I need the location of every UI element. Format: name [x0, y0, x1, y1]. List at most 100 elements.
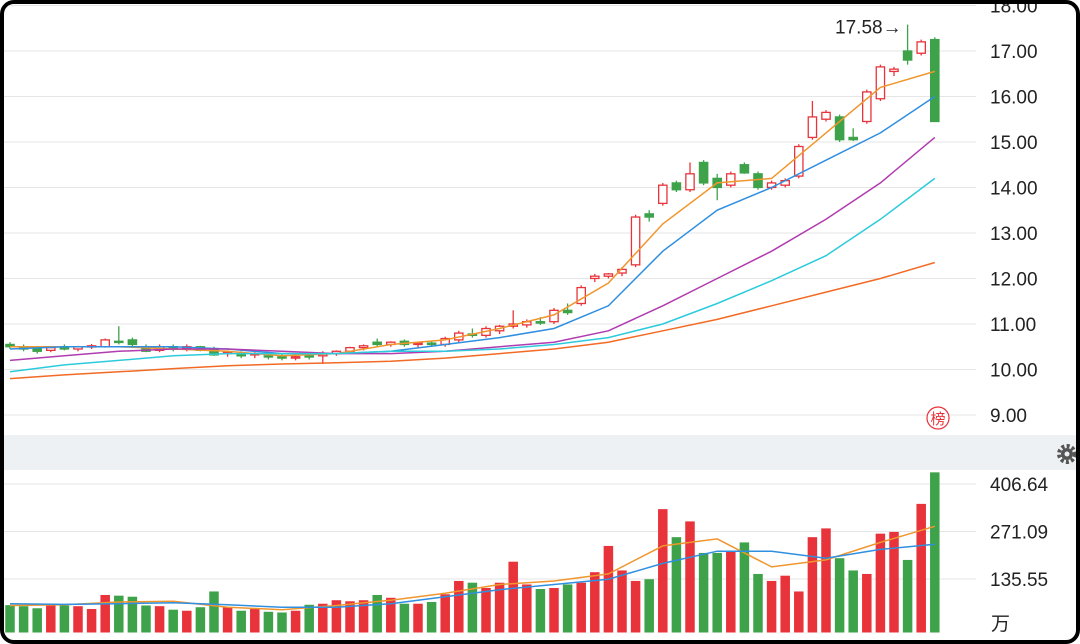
candle-body: [930, 38, 940, 123]
volume-bar: [440, 594, 450, 633]
volume-bar: [590, 572, 600, 633]
volume-bar: [209, 591, 219, 633]
candle-body: [875, 66, 886, 100]
candle-body: [290, 356, 301, 359]
volume-bar: [127, 596, 138, 633]
candle-body: [127, 339, 138, 346]
grid: [4, 4, 976, 580]
y-tick-label: 17.00: [990, 42, 1038, 63]
volume-bar: [114, 595, 124, 633]
candle-body: [889, 68, 899, 73]
candle-body: [821, 111, 831, 120]
candle-body: [698, 161, 709, 184]
volume-bar: [182, 610, 192, 633]
volume-bar: [277, 612, 287, 633]
candle-body: [59, 346, 70, 350]
volume-bar: [712, 552, 722, 633]
volume-bar: [481, 587, 491, 633]
volume-bar: [154, 606, 165, 633]
candle-body: [277, 356, 287, 359]
volume-ma-line: [9, 525, 936, 611]
volume-bar: [372, 594, 382, 633]
volume-bar: [86, 608, 97, 633]
volume-bar: [617, 570, 627, 633]
candle-body: [358, 345, 369, 349]
volume-bar: [562, 584, 573, 633]
volume-bar: [386, 597, 396, 633]
candle-body: [834, 116, 845, 141]
volume-bar: [902, 559, 913, 633]
volume-bar: [780, 575, 790, 633]
volume-bar: [522, 584, 532, 633]
volume-bar: [698, 552, 709, 633]
volume-bar: [59, 605, 70, 633]
ma-line: [9, 261, 936, 380]
candle-body: [739, 164, 750, 174]
gear-hole: [1064, 451, 1070, 457]
volume-bar: [358, 600, 369, 633]
volume-tick-label: 406.64: [990, 475, 1049, 496]
volume-bar: [73, 606, 83, 633]
candle-body: [535, 321, 546, 324]
volume-bar: [834, 558, 845, 633]
candle-body: [685, 173, 695, 191]
y-tick-label: 16.00: [990, 87, 1038, 108]
candle-body: [304, 355, 314, 358]
volume-bar: [413, 603, 423, 633]
candle-body: [916, 41, 926, 54]
volume-bar: [753, 573, 763, 633]
volume-bar: [535, 589, 546, 633]
volume-bar: [426, 601, 437, 633]
volume-bar: [671, 537, 682, 633]
volume-bar: [318, 603, 328, 633]
volume-bar: [168, 609, 178, 633]
settings-gear[interactable]: [1057, 444, 1076, 464]
candle-body: [100, 339, 111, 348]
candle-body: [32, 348, 42, 352]
candle-body: [753, 173, 763, 189]
volume-ma-line: [9, 543, 935, 608]
volume-bar: [889, 531, 899, 633]
candle-body: [794, 145, 804, 177]
volume-bar: [794, 591, 804, 633]
candle-body: [902, 50, 913, 61]
candle-body: [807, 116, 818, 139]
volume-bar: [100, 594, 110, 633]
y-tick-label: 10.00: [990, 360, 1038, 381]
candle-body: [630, 216, 641, 266]
y-tick-label: 18.00: [990, 4, 1038, 17]
y-tick-label: 9.00: [990, 406, 1027, 427]
volume-bar: [739, 542, 750, 633]
volume-bar: [916, 503, 926, 633]
candle-body: [644, 213, 654, 218]
volume-bar: [930, 472, 940, 633]
ma-line: [10, 70, 936, 357]
candle-body: [671, 182, 682, 191]
volume-bar: [862, 573, 872, 633]
candle-body: [114, 340, 124, 344]
candle-body: [372, 341, 382, 346]
volume-bar: [644, 579, 654, 633]
volume-unit: 万: [991, 614, 1010, 635]
volume-bar: [848, 570, 858, 633]
y-tick-label: 15.00: [990, 133, 1038, 154]
volume-bar: [5, 605, 15, 633]
panel-divider: [4, 435, 1076, 470]
y-tick-label: 11.00: [990, 315, 1036, 336]
candle-body: [726, 173, 736, 186]
ma-line: [9, 95, 936, 355]
badge-circle[interactable]: [926, 406, 950, 430]
volume-bar: [658, 509, 668, 633]
badge-text: 榜: [930, 411, 945, 428]
volume-bar: [494, 582, 505, 633]
volume-bar: [467, 582, 478, 633]
volume-bar: [222, 607, 233, 633]
volume-bar: [875, 533, 886, 633]
volume-bar: [141, 605, 151, 633]
volume-bar: [18, 606, 29, 633]
volume-bar: [454, 580, 464, 633]
candle-body: [263, 355, 274, 358]
volume-bar: [603, 545, 614, 633]
candle-body: [658, 184, 668, 205]
